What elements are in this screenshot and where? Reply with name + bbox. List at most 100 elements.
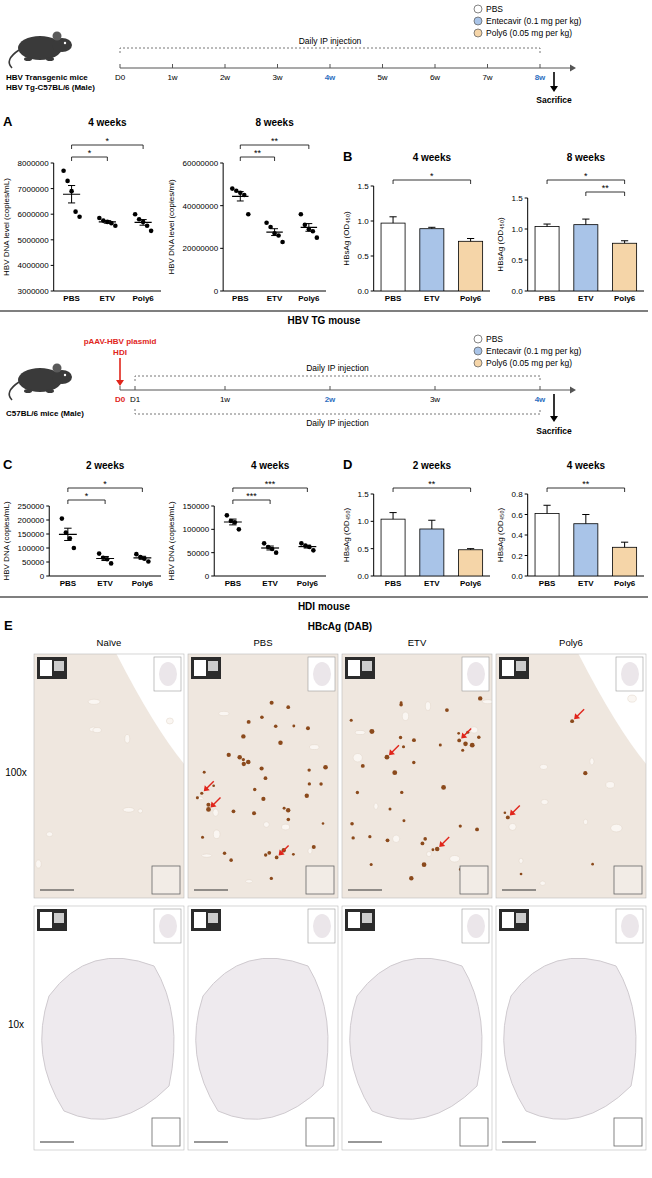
stained-cell — [308, 782, 311, 785]
timepoint-label: 3w — [430, 395, 440, 404]
y-tick-label: 150000 — [183, 502, 210, 511]
slide — [188, 906, 338, 1150]
plot-data — [535, 219, 637, 291]
slide-sticker-label — [194, 912, 206, 928]
data-point — [234, 188, 239, 193]
timepoint-label: D0 — [115, 395, 126, 404]
scale-bar — [348, 1141, 382, 1142]
bar — [613, 243, 637, 291]
y-tick-label: 8000000 — [18, 159, 50, 168]
y-tick-label: 7000000 — [18, 185, 50, 194]
y-tick-label: 0 — [40, 572, 45, 581]
timeline-tick — [120, 386, 121, 390]
vessel — [123, 807, 134, 812]
background — [0, 0, 652, 1178]
stained-cell — [223, 851, 226, 854]
slide-sticker-code — [362, 661, 372, 671]
stained-cell — [278, 740, 282, 744]
timepoint-label: 2w — [220, 73, 230, 82]
vessel — [309, 745, 319, 750]
stained-cell — [203, 771, 206, 774]
mouse-head — [52, 38, 72, 52]
stained-cell — [431, 848, 434, 851]
vessel — [540, 881, 546, 885]
inset — [152, 1118, 180, 1146]
mouse-tail — [9, 50, 19, 68]
thumbnail-tissue — [467, 662, 485, 686]
legend-swatch — [474, 17, 482, 25]
error-bar — [582, 515, 589, 524]
stained-cell — [385, 755, 390, 760]
bar — [535, 513, 559, 576]
stained-cell — [247, 720, 251, 724]
vessel — [393, 835, 400, 842]
vessel — [213, 830, 220, 839]
x-tick-label: PBS — [539, 294, 556, 303]
significance-label: *** — [246, 491, 257, 501]
chart-panel: 0.00.20.40.60.84 weeksHBsAg (OD₄₅₀)PBSET… — [496, 460, 644, 588]
x-tick-label: PBS — [60, 579, 77, 588]
thumbnail-tissue — [159, 662, 177, 686]
vessel — [195, 797, 203, 800]
stained-cell — [583, 771, 587, 775]
thumbnail — [616, 657, 643, 691]
micrograph — [496, 906, 646, 1150]
panel-title: HBcAg (DAB) — [308, 621, 372, 632]
slide-sticker — [345, 657, 375, 679]
thumbnail — [308, 909, 335, 943]
y-tick-label: 1.0 — [358, 517, 370, 526]
error-bar — [304, 545, 311, 548]
bar — [574, 524, 598, 576]
vessel — [353, 753, 362, 761]
stained-cell — [441, 785, 446, 790]
y-axis-title: HBV DNA (copies/mL) — [167, 501, 176, 580]
x-tick-label: PBS — [539, 579, 556, 588]
tissue — [42, 958, 174, 1119]
stained-cell — [322, 822, 325, 825]
vessel — [202, 854, 212, 857]
bar — [381, 223, 405, 291]
y-axis — [49, 506, 50, 576]
stained-cell — [389, 808, 392, 811]
error-bar — [139, 556, 146, 559]
stained-cell — [305, 794, 309, 798]
section-label: HDI mouse — [298, 601, 351, 612]
error-bar — [140, 220, 147, 226]
stained-cell — [369, 729, 374, 734]
bar — [574, 225, 598, 291]
y-axis-title: HBsAg (OD₄₅₀) — [496, 217, 505, 272]
stained-cell — [386, 838, 390, 842]
slide-sticker-label — [194, 660, 206, 676]
mean-line — [298, 546, 316, 547]
significance-label: * — [103, 479, 107, 489]
y-tick-label: 0.6 — [512, 511, 524, 520]
vessel — [425, 702, 430, 711]
vessel — [308, 848, 312, 854]
stained-cell — [260, 766, 264, 770]
stained-cell — [319, 782, 322, 785]
slide-sticker-label — [502, 660, 514, 676]
data-point — [60, 516, 65, 521]
vessel — [402, 712, 408, 720]
y-tick-label: 3000000 — [18, 287, 50, 296]
arrow — [119, 358, 121, 381]
vessel — [470, 727, 478, 733]
data-point — [145, 223, 150, 228]
y-axis-title: HBV DNA level (copies/ml) — [167, 179, 176, 274]
data-point — [262, 541, 267, 546]
stained-cell — [520, 873, 523, 876]
significance-label: * — [88, 148, 92, 158]
background-area — [117, 654, 185, 764]
stained-cell — [212, 784, 215, 787]
stained-cell — [439, 743, 442, 746]
x-axis — [49, 576, 161, 577]
y-tick-label: 150000 — [18, 530, 45, 539]
mouse-icon — [9, 32, 72, 69]
thumbnail-tissue — [621, 662, 639, 686]
scale-bar — [502, 1141, 536, 1142]
data-point — [264, 220, 269, 225]
stained-cell — [264, 853, 267, 856]
data-point — [134, 552, 139, 557]
vessel — [519, 858, 523, 863]
tissue — [34, 654, 184, 898]
